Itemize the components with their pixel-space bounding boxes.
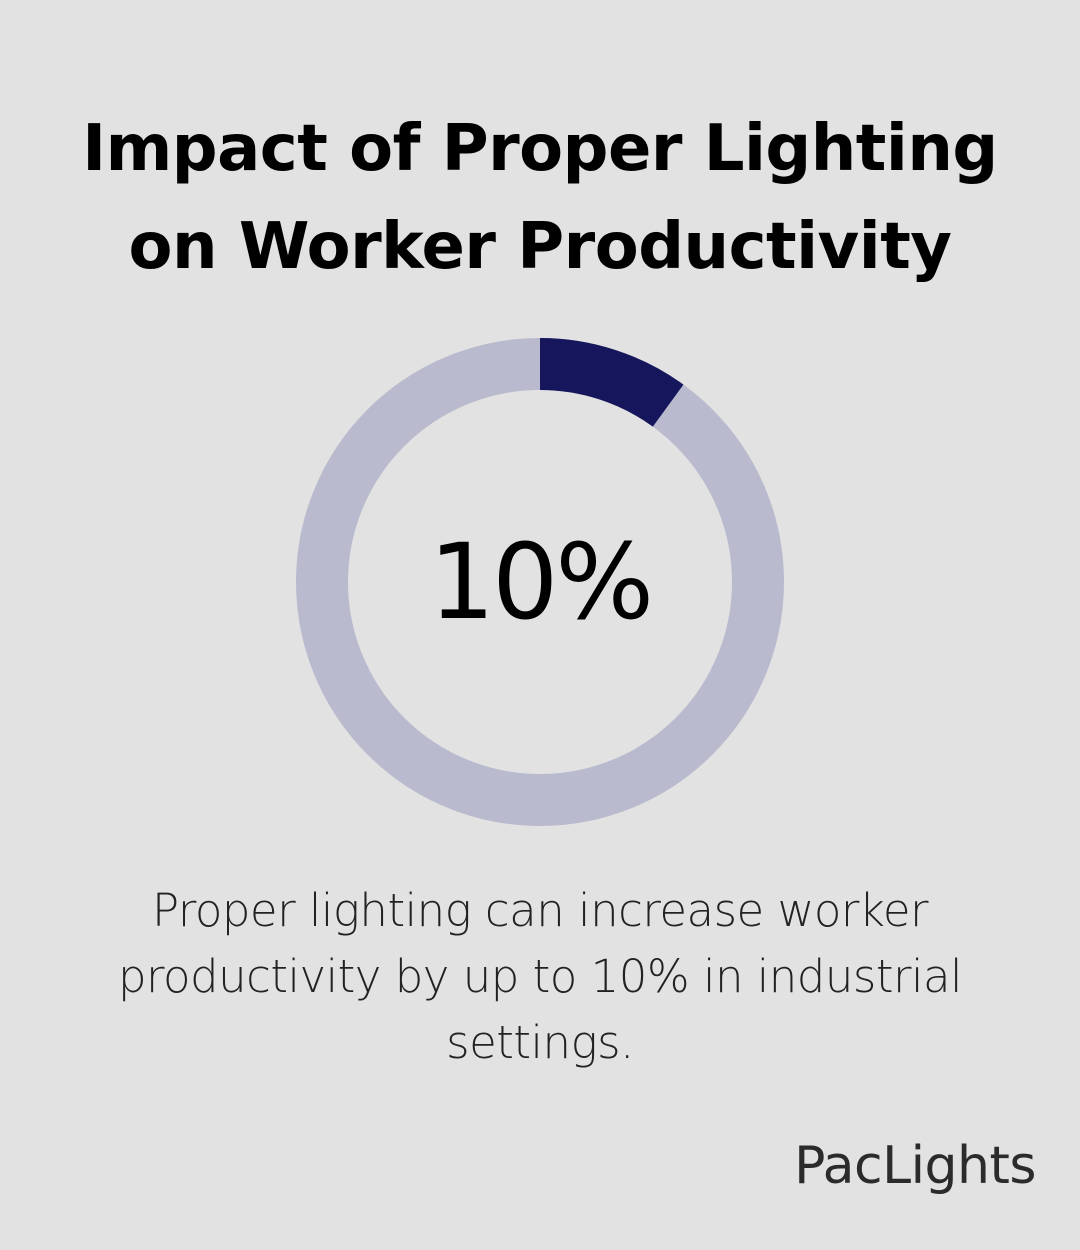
donut-center-value: 10% <box>428 521 654 643</box>
caption-text: Proper lighting can increase worker prod… <box>117 884 963 1069</box>
donut-chart: 10% <box>290 332 790 832</box>
donut-value-arc <box>539 338 684 427</box>
donut-svg <box>296 338 784 826</box>
paclights-logo: PacLights <box>794 1136 1036 1196</box>
title-line-2: on Worker Productivity <box>128 210 953 284</box>
chart-title: Impact of Proper Lighting on Worker Prod… <box>40 100 1040 296</box>
title-line-1: Impact of Proper Lighting <box>82 112 998 186</box>
